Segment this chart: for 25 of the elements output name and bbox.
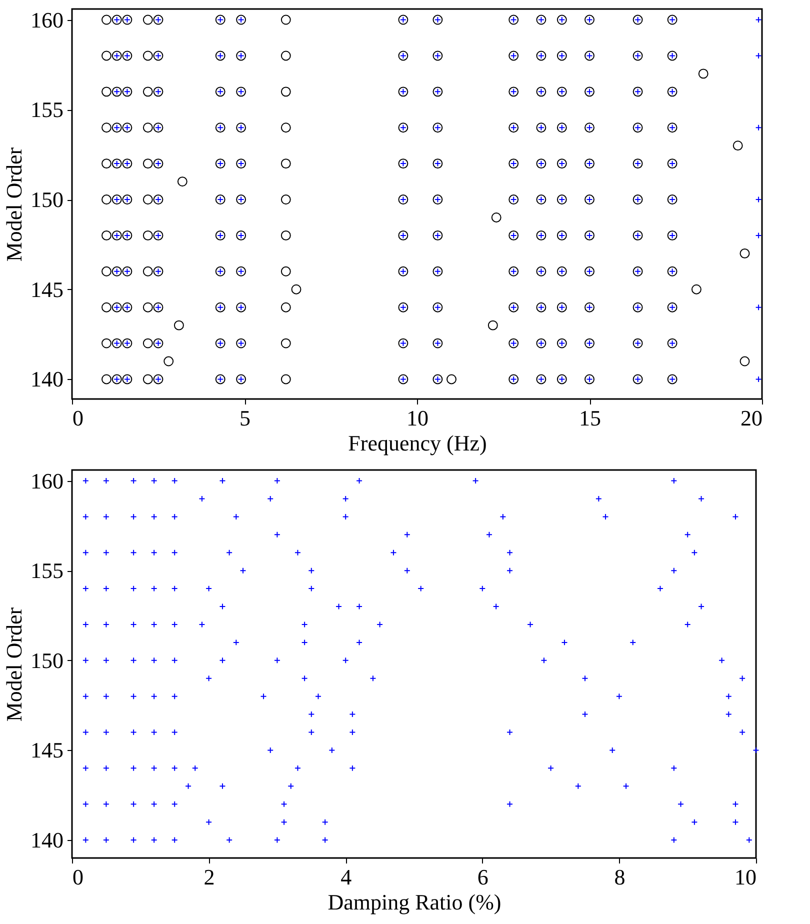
x-tick-label: 0 [72,406,84,430]
y-tick-label: 160 [30,468,64,494]
y-tick-label: 140 [30,828,64,853]
x-tick-label: 0 [72,864,84,890]
y-tick-label: 140 [30,366,64,392]
x-tick-label: 6 [477,864,488,890]
y-tick-label: 155 [30,97,64,122]
y-tick-label: 150 [30,648,64,673]
y-tick-label: 155 [30,558,64,584]
x-tick-label: 20 [740,406,762,430]
x-axis-title: Damping Ratio (%) [328,890,502,914]
y-tick-label: 145 [30,276,64,302]
y-tick-label: 150 [30,187,64,212]
y-axis-title: Model Order [2,146,26,262]
x-tick-label: 10 [406,406,428,430]
y-tick-label: 145 [30,738,64,763]
x-tick-label: 15 [579,406,601,430]
x-tick-label: 4 [340,864,352,890]
x-axis-title: Frequency (Hz) [348,430,487,456]
x-tick-label: 10 [734,864,756,890]
y-axis-title: Model Order [2,606,26,722]
x-tick-label: 2 [204,864,215,890]
x-tick-label: 5 [240,406,250,430]
x-tick-label: 8 [614,864,626,890]
y-tick-label: 160 [30,7,64,32]
